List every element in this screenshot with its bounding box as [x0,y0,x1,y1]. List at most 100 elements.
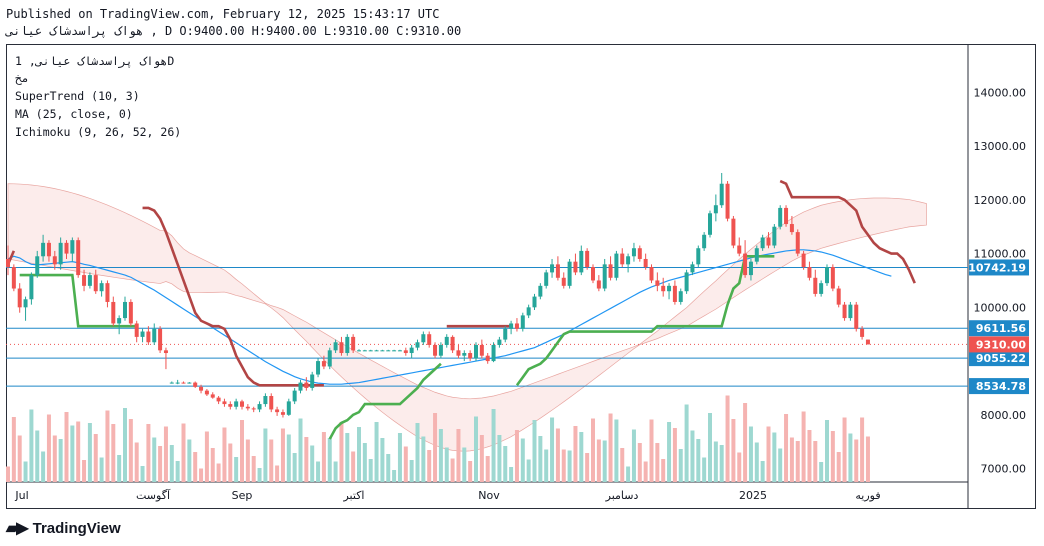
candle[interactable] [210,394,215,398]
candle[interactable] [286,401,291,415]
candle[interactable] [128,301,133,324]
candle[interactable] [637,248,642,259]
candle[interactable] [702,234,707,249]
candle[interactable] [228,404,233,407]
candle[interactable] [187,382,192,384]
candle[interactable] [111,301,116,324]
candle[interactable] [655,280,660,286]
candle[interactable] [234,401,239,407]
candle[interactable] [199,386,204,391]
candle[interactable] [222,401,227,405]
candle[interactable] [333,342,338,351]
candle[interactable] [573,261,578,273]
candle[interactable] [801,253,806,268]
candle[interactable] [374,350,379,352]
candle[interactable] [386,350,391,352]
candle[interactable] [842,304,847,319]
candle[interactable] [532,296,537,308]
candle[interactable] [567,261,572,286]
candle[interactable] [134,323,139,337]
candle[interactable] [474,344,478,359]
candle[interactable] [357,350,361,352]
candle[interactable] [304,382,309,388]
candle[interactable] [105,283,110,302]
candle[interactable] [310,374,315,388]
candle[interactable] [140,331,145,337]
candle[interactable] [830,267,835,289]
candle[interactable] [275,409,280,413]
candle[interactable] [433,344,438,356]
candle[interactable] [409,347,414,354]
candle[interactable] [649,267,654,281]
candle[interactable] [836,288,841,305]
candle[interactable] [772,226,777,246]
candle[interactable] [245,406,250,409]
candle[interactable] [784,207,789,225]
candle[interactable] [591,267,595,281]
candle[interactable] [339,342,344,354]
candle[interactable] [509,323,514,329]
candle[interactable] [193,382,198,387]
candle[interactable] [468,353,473,359]
candle[interactable] [620,253,625,265]
candle[interactable] [579,250,584,273]
candle[interactable] [158,328,163,351]
candle[interactable] [555,264,560,278]
candle[interactable] [70,240,75,254]
candle[interactable] [415,342,420,348]
candle[interactable] [11,267,16,289]
candle[interactable] [64,242,69,254]
candle[interactable] [690,264,695,273]
candle[interactable] [240,401,244,407]
candle[interactable] [397,350,402,352]
candle[interactable] [316,361,321,375]
candle[interactable] [596,280,601,289]
candle[interactable] [561,277,566,286]
candle[interactable] [368,350,373,352]
candle[interactable] [795,232,800,254]
candle[interactable] [731,218,736,246]
candle[interactable] [269,396,274,410]
candle[interactable] [643,258,648,268]
candle[interactable] [754,248,759,262]
candle[interactable] [76,240,81,276]
candle[interactable] [52,256,57,265]
candle[interactable] [626,256,631,265]
candle[interactable] [672,285,677,302]
candle[interactable] [789,224,794,233]
candle[interactable] [602,264,607,289]
candle[interactable] [550,264,555,273]
candle[interactable] [444,336,449,345]
candle[interactable] [760,237,765,249]
candle[interactable] [169,382,174,384]
legend-ma[interactable]: MA (25, close, 0) [15,107,133,121]
candle[interactable] [485,355,490,362]
candle[interactable] [58,242,63,265]
candle[interactable] [860,328,865,337]
tradingview-logo[interactable]: ▰▶ TradingView [6,518,121,538]
candle[interactable] [175,382,180,384]
candle[interactable] [117,318,122,324]
candle[interactable] [462,353,467,356]
candle[interactable] [766,237,771,246]
candle[interactable] [661,285,666,292]
candle[interactable] [514,323,519,329]
candle[interactable] [526,307,531,316]
candle[interactable] [93,275,98,292]
candle[interactable] [865,339,870,345]
candle[interactable] [848,304,853,319]
candle[interactable] [678,291,683,302]
candle[interactable] [807,267,812,278]
candle[interactable] [280,412,285,415]
candle[interactable] [17,288,22,308]
candle[interactable] [403,350,408,354]
candle[interactable] [819,283,824,294]
candle[interactable] [497,339,502,345]
candle[interactable] [713,205,718,214]
candle[interactable] [438,344,443,356]
candle[interactable] [708,213,712,235]
price-chart[interactable]: 7000.008000.009000.0010000.0011000.00120… [6,44,1036,509]
candle[interactable] [421,334,426,343]
candle[interactable] [380,350,385,352]
candle[interactable] [29,275,34,300]
